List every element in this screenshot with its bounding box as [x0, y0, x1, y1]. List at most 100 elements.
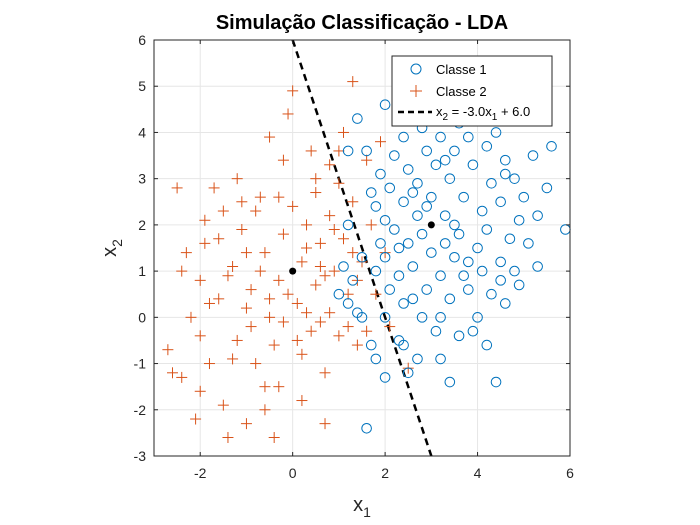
classe1-point [402, 164, 414, 175]
legend-classe2-marker [410, 85, 422, 97]
classe1-point [435, 131, 446, 143]
classe2-point [180, 247, 192, 259]
classe2-point [301, 307, 313, 319]
classe1-point [449, 145, 460, 157]
y-tick-label: -2 [134, 402, 147, 418]
classe1-point [416, 312, 428, 323]
classe2-point [291, 297, 303, 309]
classe2-point [301, 242, 313, 254]
y-tick-label: 5 [138, 78, 146, 94]
axes-box [153, 39, 571, 457]
y-tick-label: 3 [138, 171, 146, 187]
classe1-point [463, 131, 474, 143]
classe1-point [379, 251, 391, 263]
classe2-point [176, 265, 188, 277]
classe1-point [499, 154, 511, 166]
classe2-point [282, 288, 294, 300]
chart-title: Simulação Classificação - LDA [216, 12, 508, 34]
classe2-point [231, 173, 243, 185]
classe2-point [194, 330, 206, 342]
classe1-point [365, 339, 377, 351]
classe1-point [504, 233, 516, 245]
classe1-point [426, 191, 437, 203]
classe1-point [379, 214, 391, 226]
classe1-point [347, 275, 359, 286]
classe1-point [486, 177, 497, 189]
classe2-point [203, 297, 215, 309]
legend-line-pre: x [436, 104, 443, 119]
classe2-point [259, 404, 271, 416]
x-tick-label: 6 [566, 465, 574, 481]
classe2-point [296, 395, 308, 407]
classe1-point [379, 312, 391, 323]
classe1-point [532, 210, 543, 221]
classe2-point [213, 233, 225, 245]
classe1-point [513, 279, 525, 291]
classe1-point [467, 159, 479, 171]
classe1-point [379, 372, 391, 383]
classe2-point [259, 381, 271, 393]
classe2-point [273, 274, 285, 286]
classe2-point [245, 284, 257, 296]
axis-ticks: -2 0 2 4 6 -3 -2 -1 0 1 2 3 4 5 6 [134, 32, 575, 481]
classe2-point [365, 219, 377, 231]
classe2-point [319, 270, 331, 282]
classe1-point [412, 353, 423, 365]
classe2-point [254, 265, 266, 277]
classe1-point [463, 256, 474, 268]
classe1-point [518, 191, 530, 203]
classe1-point [472, 312, 483, 323]
decision-boundary-line [291, 39, 433, 457]
classe1-point [365, 187, 377, 198]
classe2-point [264, 131, 276, 143]
legend-line-post: + 6.0 [497, 104, 530, 119]
classe2-point [240, 302, 252, 314]
classe2-point [324, 210, 336, 222]
classe1-point [342, 219, 354, 231]
classe1-point [402, 238, 414, 249]
classe2-point [301, 219, 313, 231]
classe2-point [296, 256, 308, 268]
classe1-point [361, 145, 372, 157]
classe2-point [310, 173, 322, 185]
classe1-point [398, 131, 409, 143]
classe1-point [449, 219, 460, 231]
classe1-point [421, 201, 433, 212]
classe1-point [523, 238, 534, 249]
classe2-point [277, 154, 289, 166]
classe2-point [166, 367, 178, 379]
classe1-point [398, 298, 409, 309]
classe2-point [314, 316, 326, 328]
legend: Classe 1 Classe 2 x2 = -3.0x1 + 6.0 [391, 55, 553, 127]
classe2-point [236, 224, 248, 236]
y-axis-label-sub: 2 [109, 239, 125, 247]
classe2-point [199, 214, 211, 226]
classe1-point [356, 251, 368, 263]
classe1-point [389, 150, 400, 161]
classe1-point [449, 251, 460, 263]
y-tick-label: 2 [138, 217, 146, 233]
classe2-point [342, 288, 354, 300]
classe2-point [277, 316, 289, 328]
classe2-point [203, 358, 215, 370]
classe1-point [421, 145, 433, 157]
classe2-point [324, 159, 336, 171]
classe2-point [194, 274, 206, 286]
classe2-point [361, 154, 373, 166]
classe1-point [481, 339, 493, 351]
classe2-point [176, 371, 188, 383]
y-tick-label: 0 [138, 309, 146, 325]
classe2-point [310, 187, 322, 199]
classe1-point [490, 376, 502, 388]
classe2-point [217, 205, 229, 217]
classe2-point [314, 260, 326, 272]
classe1-point [402, 367, 414, 379]
classe2-point [250, 358, 262, 370]
classe2-point [328, 224, 340, 236]
x-axis-label-sub: 1 [363, 504, 371, 520]
classe2-point [236, 196, 248, 208]
centroids [289, 221, 435, 275]
classe1-point [495, 275, 506, 286]
classe1-point [379, 99, 391, 111]
